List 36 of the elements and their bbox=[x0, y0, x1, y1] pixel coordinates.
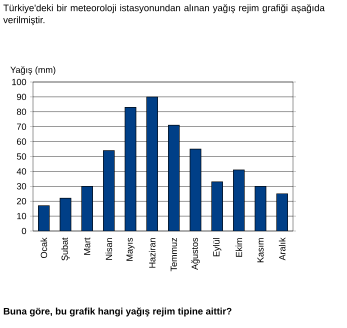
x-tick-label: Eylül bbox=[212, 238, 222, 256]
y-tick-label: 30 bbox=[16, 183, 26, 190]
y-tick-label: 100 bbox=[12, 78, 26, 86]
y-axis-title: Yağış (mm) bbox=[10, 66, 56, 75]
y-tick-label: 0 bbox=[22, 228, 26, 234]
bar bbox=[211, 182, 223, 231]
y-tick-label: 70 bbox=[16, 124, 26, 130]
bar bbox=[38, 205, 50, 231]
bar bbox=[103, 150, 115, 231]
y-tick-label: 80 bbox=[16, 108, 26, 115]
x-tick-label: Ağustos bbox=[191, 238, 200, 270]
x-tick-label: Şubat bbox=[61, 238, 70, 261]
x-tick-label: Mayıs bbox=[126, 238, 135, 261]
bar bbox=[124, 107, 136, 231]
x-tick-label: Nisan bbox=[106, 238, 112, 260]
y-tick-label: 50 bbox=[16, 153, 26, 160]
x-tick-label: Mart bbox=[84, 238, 90, 255]
y-tick-label: 40 bbox=[16, 168, 26, 175]
x-tick-label: Kasım bbox=[257, 238, 264, 262]
bar bbox=[146, 96, 158, 231]
x-tick-label: Ocak bbox=[40, 238, 48, 258]
bar bbox=[276, 193, 288, 231]
bar bbox=[168, 124, 180, 231]
bar bbox=[81, 186, 93, 231]
x-tick-label: Ekim bbox=[236, 238, 242, 257]
y-tick-label: 20 bbox=[16, 198, 26, 204]
x-tick-label: Haziran bbox=[148, 238, 156, 268]
y-tick-label: 10 bbox=[17, 212, 26, 220]
bar bbox=[190, 148, 202, 231]
bar bbox=[233, 170, 245, 231]
y-tick-label: 90 bbox=[16, 94, 26, 100]
text: Buna göre, bu grafik hangi yağış rejim tipine aittir? bbox=[4, 308, 232, 316]
y-tick-label: 60 bbox=[16, 138, 26, 145]
x-tick-label: Aralık bbox=[278, 238, 286, 260]
chart-title: Türkiye'deki bir meteoroloji istasyonundan alınan yağış rejim grafiği aşağıda verilmiştir. bbox=[3, 4, 325, 26]
x-tick-label: Temmuz bbox=[170, 238, 177, 272]
